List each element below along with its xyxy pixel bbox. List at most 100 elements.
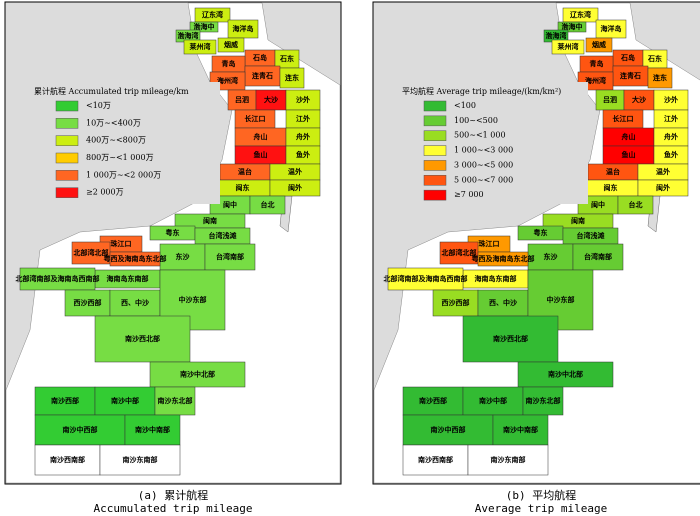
caption-en: Average trip mileage: [475, 502, 607, 515]
region-label: 海洋岛: [601, 24, 622, 33]
region-label: 西沙西部: [74, 298, 102, 307]
region-cell: [647, 67, 673, 89]
legend-title: 平均航程 Average trip mileage/(km/km²): [402, 86, 561, 96]
region-cell: [249, 195, 286, 215]
region-label: 西、中沙: [489, 298, 517, 307]
region-label: 青岛: [590, 59, 604, 68]
region-label: 闽南: [203, 216, 217, 225]
region-cell: [462, 315, 559, 363]
region-cell: [402, 444, 469, 476]
region-label: 渤海中: [562, 22, 583, 31]
region-label: 闽外: [656, 183, 670, 192]
region-cell: [99, 444, 181, 476]
region-label: 石岛: [252, 53, 267, 62]
legend-swatch: [423, 160, 447, 171]
region-label: 温外: [288, 167, 302, 176]
region-label: 南沙中北部: [180, 370, 215, 379]
region-label: 莱州湾: [190, 42, 211, 51]
region-label: 舟山: [622, 132, 636, 141]
region-label: 沙外: [664, 95, 678, 104]
region-cell: [432, 289, 479, 317]
caption-cn: (b) 平均航程: [506, 488, 577, 502]
legend-swatch: [55, 135, 79, 146]
region-label: 闽东: [604, 183, 618, 192]
caption-cn: (a) 累计航程: [138, 488, 209, 502]
region-label: 台湾南部: [584, 252, 612, 261]
legend-swatch: [423, 145, 447, 156]
region-label: 长江口: [245, 114, 266, 123]
region-cell: [572, 243, 624, 271]
region-cell: [477, 251, 529, 267]
region-label: 渤海湾: [546, 31, 567, 40]
legend-label: 3 000~<5 000: [454, 160, 513, 169]
region-cell: [387, 267, 464, 291]
region-label: 莱州湾: [558, 42, 579, 51]
region-cell: [94, 315, 191, 363]
region-label: 温外: [656, 167, 670, 176]
region-label: 闽中: [591, 200, 605, 209]
region-label: 吕泗: [603, 95, 617, 104]
region-label: 海洋岛: [233, 24, 254, 33]
region-cell: [637, 179, 689, 197]
region-label: 青岛: [222, 59, 236, 68]
region-label: 鱼外: [664, 150, 678, 159]
region-cell: [492, 414, 549, 446]
region-label: 沙外: [296, 95, 310, 104]
region-cell: [109, 289, 161, 317]
region-label: 闽南: [571, 216, 585, 225]
region-cell: [467, 444, 549, 476]
region-cell: [64, 289, 111, 317]
legend-label: ≥2 000万: [86, 188, 124, 197]
legend-swatch: [55, 187, 79, 198]
region-label: 南沙中南部: [503, 425, 538, 434]
region-label: 海南岛东南部: [475, 274, 517, 283]
legend-label: 5 000~<7 000: [454, 175, 513, 184]
region-cell: [279, 67, 305, 89]
region-label: 南沙东北部: [158, 396, 193, 405]
legend-swatch: [423, 175, 447, 186]
region-label: 舟山: [254, 132, 268, 141]
region-label: 南沙中西部: [63, 425, 98, 434]
region-label: 闽东: [236, 183, 250, 192]
region-label: 石东: [647, 54, 662, 63]
region-label: 连青石: [620, 71, 641, 80]
legend-label: 10万~<400万: [86, 118, 141, 127]
region-label: 舟外: [296, 132, 310, 141]
region-label: 鱼山: [254, 150, 268, 159]
legend-swatch: [55, 170, 79, 181]
region-label: 闽中: [223, 200, 237, 209]
region-label: 鱼山: [622, 150, 636, 159]
legend-title: 累计航程 Accumulated trip mileage/km: [34, 86, 189, 96]
region-label: 闽外: [288, 183, 302, 192]
region-label: 烟威: [592, 40, 606, 49]
region-cell: [617, 195, 654, 215]
region-label: 北部湾南部及海南岛西南部: [16, 274, 100, 283]
region-label: 东沙: [544, 252, 558, 261]
region-label: 台湾浅滩: [209, 231, 237, 240]
region-label: 南沙中部: [111, 396, 139, 405]
region-label: 台北: [629, 200, 643, 209]
region-cell: [204, 243, 256, 271]
region-label: 南沙西部: [51, 396, 79, 405]
region-label: 北部湾北部: [74, 248, 109, 257]
region-label: 南沙中北部: [548, 370, 583, 379]
region-cell: [402, 386, 464, 416]
region-label: 舟外: [664, 132, 678, 141]
region-label: 东沙: [176, 252, 190, 261]
region-label: 南沙西北部: [493, 334, 528, 343]
region-label: 南沙东南部: [491, 455, 526, 464]
region-label: 石岛: [620, 53, 635, 62]
region-label: 中沙东部: [547, 295, 575, 304]
region-label: 江外: [664, 114, 678, 123]
region-cell: [34, 444, 101, 476]
region-label: 粤西及海南岛东北部: [104, 254, 167, 263]
region-cell: [19, 267, 96, 291]
region-label: 辽东湾: [202, 10, 223, 19]
region-label: 辽东湾: [570, 10, 591, 19]
region-cell: [183, 39, 217, 55]
region-label: 温台: [238, 167, 252, 176]
legend-label: 800万~<1 000万: [86, 153, 154, 162]
region-cell: [124, 414, 181, 446]
